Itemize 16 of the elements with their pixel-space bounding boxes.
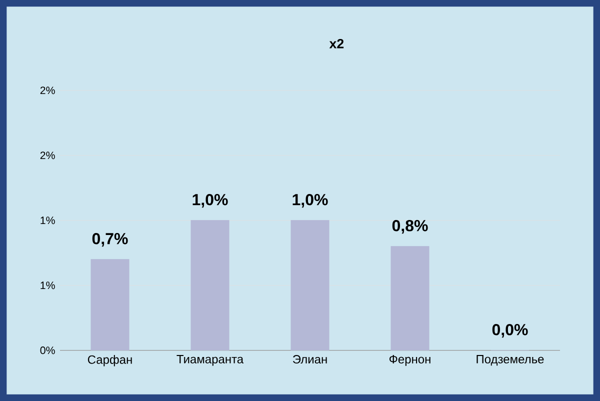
- x-tick-label: Фернон: [389, 355, 430, 366]
- x-tick-label: Элиан: [292, 355, 327, 364]
- data-label: 0,0%: [492, 324, 528, 338]
- data-label: 1,0%: [192, 194, 228, 208]
- x-tick-label: Сарфан: [88, 355, 132, 366]
- data-label: 1,0%: [292, 194, 328, 208]
- data-label: 0,8%: [392, 220, 428, 234]
- y-tick-label: 1%: [40, 282, 55, 290]
- y-tick-label: 0%: [40, 346, 55, 354]
- x-tick-label: Подземелье: [476, 355, 544, 366]
- y-tick-label: 2%: [40, 86, 55, 94]
- y-tick-label: 2%: [40, 152, 55, 160]
- x-tick-label: Тиамаранта: [176, 355, 244, 366]
- data-label: 0,7%: [92, 232, 128, 247]
- chart-title: x2: [329, 38, 344, 48]
- y-tick-label: 1%: [40, 216, 55, 224]
